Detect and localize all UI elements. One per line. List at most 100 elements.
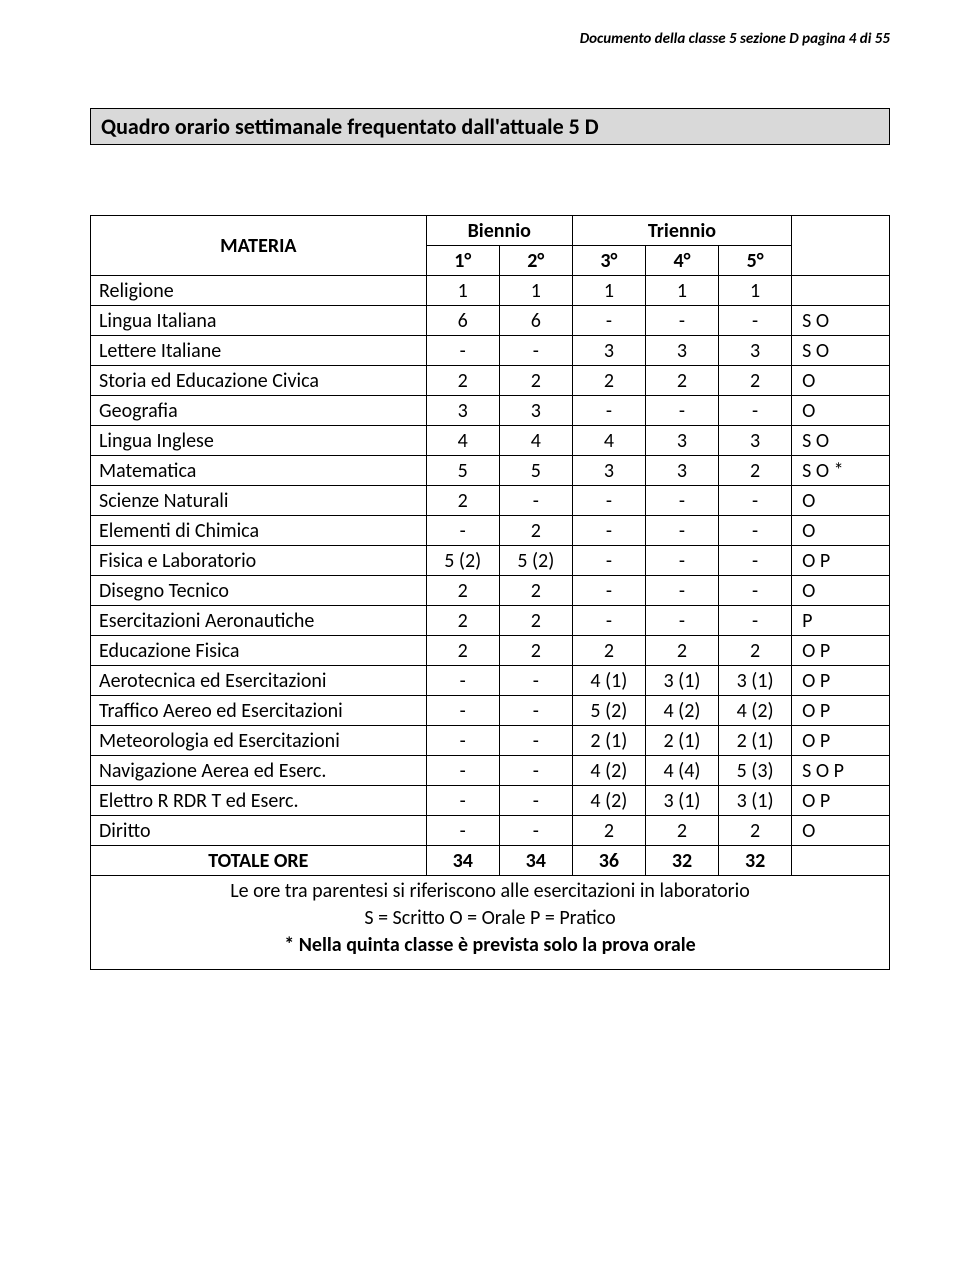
cell-notes: O P [792,786,890,816]
cell-value: 5 (2) [426,546,499,576]
cell-value: 3 [719,336,792,366]
cell-total-notes [792,846,890,876]
cell-value: 1 [426,276,499,306]
cell-value: - [499,696,572,726]
table-row: Matematica55332S O * [91,456,890,486]
cell-value: 5 (2) [499,546,572,576]
cell-value: - [426,516,499,546]
cell-value: 3 [645,456,718,486]
header-y4: 4° [645,246,718,276]
cell-value: - [426,666,499,696]
cell-value: - [572,576,645,606]
cell-value: 3 [645,426,718,456]
cell-value: 3 [645,336,718,366]
header-y2: 2° [499,246,572,276]
cell-notes: O P [792,726,890,756]
cell-value: - [499,816,572,846]
cell-value: 3 [426,396,499,426]
cell-notes: S O [792,306,890,336]
cell-value: 2 (1) [645,726,718,756]
cell-total-value: 36 [572,846,645,876]
cell-notes: P [792,606,890,636]
cell-value: - [572,396,645,426]
cell-notes: O [792,576,890,606]
cell-subject: Esercitazioni Aeronautiche [91,606,427,636]
header-notes [792,216,890,276]
cell-subject: Elettro R RDR T ed Eserc. [91,786,427,816]
cell-value: 2 [719,636,792,666]
cell-value: - [499,726,572,756]
cell-value: 5 [426,456,499,486]
cell-value: - [572,546,645,576]
table-row: Scienze Naturali2----O [91,486,890,516]
table-row: Meteorologia ed Esercitazioni--2 (1)2 (1… [91,726,890,756]
cell-value: 1 [645,276,718,306]
cell-value: 4 (1) [572,666,645,696]
table-footer: Le ore tra parentesi si riferiscono alle… [90,876,890,970]
cell-subject: Religione [91,276,427,306]
header-y5: 5° [719,246,792,276]
cell-value: - [572,606,645,636]
cell-value: 2 [572,636,645,666]
footer-line-2: S = Scritto O = Orale P = Pratico [97,905,883,932]
cell-subject: Lingua Italiana [91,306,427,336]
cell-notes: O [792,816,890,846]
cell-notes: O [792,486,890,516]
cell-value: 4 (4) [645,756,718,786]
cell-value: - [645,516,718,546]
page-header: Documento della classe 5 sezione D pagin… [90,30,890,48]
cell-notes: S O [792,336,890,366]
cell-value: - [645,606,718,636]
cell-subject: Meteorologia ed Esercitazioni [91,726,427,756]
cell-value: - [426,756,499,786]
cell-subject: Educazione Fisica [91,636,427,666]
table-row: Storia ed Educazione Civica22222O [91,366,890,396]
cell-value: 3 [572,456,645,486]
cell-value: 2 [572,366,645,396]
cell-value: 4 [572,426,645,456]
cell-value: - [719,546,792,576]
cell-subject: Geografia [91,396,427,426]
cell-value: 2 [426,636,499,666]
footer-line-1: Le ore tra parentesi si riferiscono alle… [97,878,883,905]
header-y3: 3° [572,246,645,276]
cell-total-value: 34 [499,846,572,876]
cell-subject: Traffico Aereo ed Esercitazioni [91,696,427,726]
table-row: Disegno Tecnico22---O [91,576,890,606]
header-biennio: Biennio [426,216,572,246]
table-row: Esercitazioni Aeronautiche22---P [91,606,890,636]
cell-value: 2 (1) [719,726,792,756]
cell-value: 2 [499,576,572,606]
cell-value: - [719,396,792,426]
cell-notes: O P [792,546,890,576]
table-row: Fisica e Laboratorio5 (2)5 (2)---O P [91,546,890,576]
cell-total-value: 34 [426,846,499,876]
table-row: Diritto--222O [91,816,890,846]
cell-value: 2 [499,636,572,666]
table-row: Traffico Aereo ed Esercitazioni--5 (2)4 … [91,696,890,726]
cell-value: - [719,606,792,636]
cell-value: - [645,306,718,336]
cell-value: 4 (2) [719,696,792,726]
cell-value: 4 (2) [572,756,645,786]
cell-value: - [572,516,645,546]
cell-subject: Navigazione Aerea ed Eserc. [91,756,427,786]
cell-value: 2 [719,816,792,846]
cell-notes: O [792,396,890,426]
table-row: Geografia33---O [91,396,890,426]
cell-subject: Elementi di Chimica [91,516,427,546]
cell-value: - [645,396,718,426]
cell-subject: Storia ed Educazione Civica [91,366,427,396]
cell-value: 6 [499,306,572,336]
cell-value: - [499,666,572,696]
cell-notes: S O [792,426,890,456]
cell-value: 2 [499,606,572,636]
header-materia: MATERIA [91,216,427,276]
table-row: Aerotecnica ed Esercitazioni--4 (1)3 (1)… [91,666,890,696]
cell-value: 3 (1) [645,666,718,696]
table-row: Lettere Italiane--333S O [91,336,890,366]
cell-value: 1 [719,276,792,306]
page-title: Quadro orario settimanale frequentato da… [90,108,890,145]
cell-value: 6 [426,306,499,336]
cell-subject: Lingua Inglese [91,426,427,456]
